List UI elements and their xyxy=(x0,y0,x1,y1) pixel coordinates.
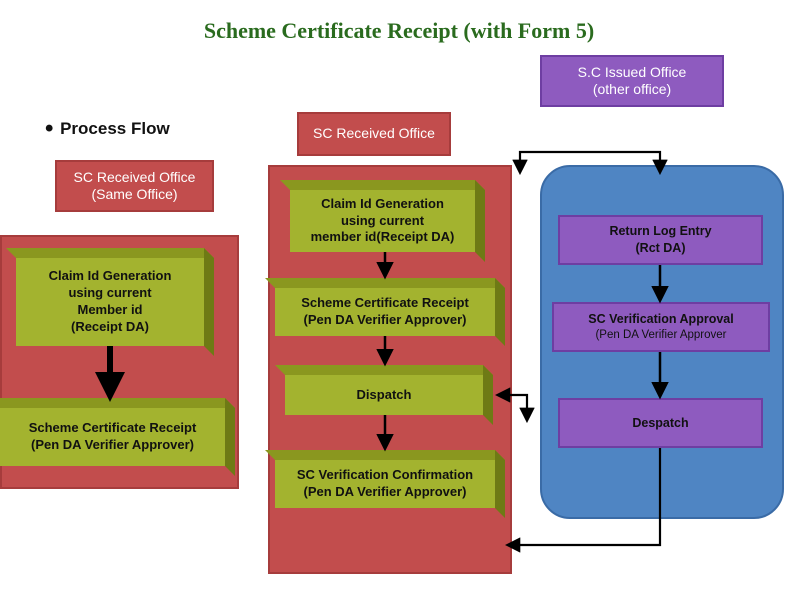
header-right-purple: S.C Issued Office(other office) xyxy=(540,55,724,107)
left-box-sc-receipt: Scheme Certificate Receipt(Pen DA Verifi… xyxy=(0,408,225,466)
right-box-return-log: Return Log Entry(Rct DA) xyxy=(558,215,763,265)
right-box-despatch: Despatch xyxy=(558,398,763,448)
page-title: Scheme Certificate Receipt (with Form 5) xyxy=(0,18,798,44)
mid-box-sc-receipt: Scheme Certificate Receipt(Pen DA Verifi… xyxy=(275,288,495,336)
header-left-red: SC Received Office(Same Office) xyxy=(55,160,214,212)
mid-box-claim-id: Claim Id Generationusing currentmember i… xyxy=(290,190,475,252)
header-mid-red: SC Received Office xyxy=(297,112,451,156)
right-box-verification-approval: SC Verification Approval (Pen DA Verifie… xyxy=(552,302,770,352)
mid-box-dispatch: Dispatch xyxy=(285,375,483,415)
mid-box-verification-confirm: SC Verification Confirmation(Pen DA Veri… xyxy=(275,460,495,508)
right-box2-line1: SC Verification Approval xyxy=(588,311,733,328)
right-box2-line2: (Pen DA Verifier Approver xyxy=(588,328,733,344)
left-box-claim-id: Claim Id Generationusing currentMember i… xyxy=(16,258,204,346)
process-flow-heading: Process Flow xyxy=(45,115,170,143)
